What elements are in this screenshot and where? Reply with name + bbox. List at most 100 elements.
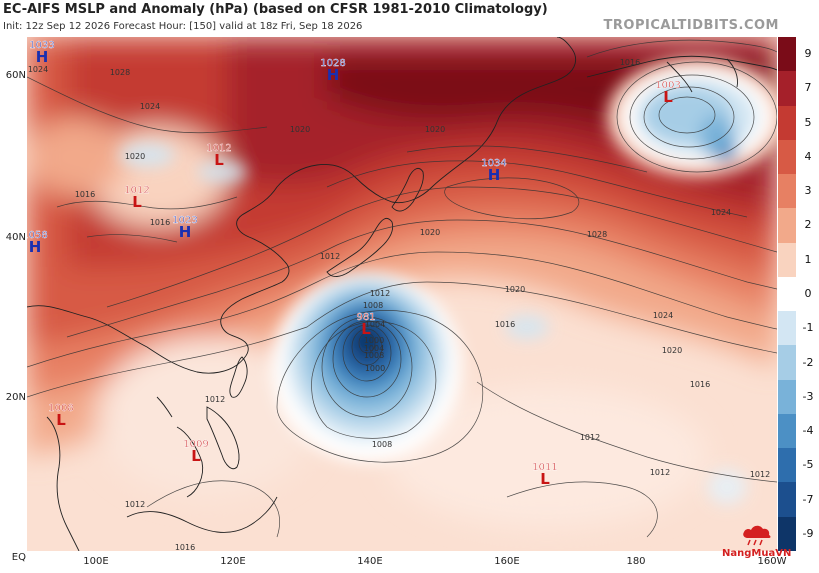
colorbar-swatch [778, 311, 796, 346]
colorbar-tick-label: 7 [804, 81, 812, 95]
colorbar-swatch [778, 37, 796, 72]
colorbar-tick-label: -9 [802, 526, 814, 540]
isobar-label: 1020 [420, 228, 440, 237]
isobar-label: 1028 [587, 230, 607, 239]
lon-label-180: 180 [626, 556, 646, 567]
pressure-letter: L [191, 447, 201, 465]
colorbar-tick-label: 0 [804, 287, 812, 300]
pressure-value: 1008 [48, 403, 73, 414]
isobar-label: 1024 [28, 65, 48, 74]
isobar-label: 1012 [650, 468, 670, 477]
pressure-centers: 1033H1028H1012L1012L1023H1034H1003L1058H… [27, 40, 681, 488]
pressure-letter: H [488, 166, 501, 184]
nangmua-logo [743, 525, 771, 546]
colorbar-swatch [778, 345, 796, 381]
isobar-label: 1020 [425, 125, 445, 134]
isobar-label: 1012 [370, 289, 390, 298]
pressure-value: 1058 [27, 230, 48, 241]
pressure-letter: L [132, 193, 142, 211]
colorbar-tick-label: -7 [802, 492, 814, 506]
pressure-value: 1023 [172, 215, 197, 226]
isobar-label: 1016 [150, 218, 170, 227]
colorbar-swatch [778, 448, 796, 483]
colorbar-tick-label: 9 [804, 47, 812, 61]
isobar-label: 1012 [750, 470, 770, 479]
isobar-label: 1000 [364, 336, 384, 345]
colorbar-swatch [778, 276, 796, 312]
lat-label-eq: EQ [11, 552, 26, 563]
pressure-value: 1012 [206, 143, 231, 154]
isobar-label: 1012 [125, 500, 145, 509]
isobar-label: 1000 [365, 364, 385, 373]
colorbar-swatch [778, 516, 796, 552]
isobar-label: 1020 [662, 346, 682, 355]
pressure-value: 1034 [481, 158, 506, 169]
pressure-letter: H [29, 238, 42, 256]
isobar-label: 1004 [365, 320, 385, 329]
colorbar-tick-label: -3 [802, 389, 814, 403]
anomaly-colorbar [778, 37, 796, 552]
colorbar-tick-label: -5 [802, 458, 814, 472]
isobar-label: 1012 [580, 433, 600, 442]
colorbar-tick-label: -1 [802, 321, 814, 335]
colorbar-swatch [778, 413, 796, 449]
pressure-letter: H [327, 66, 340, 84]
isobar-label: 1020 [290, 125, 310, 134]
isobar-label: 1024 [653, 311, 673, 320]
brand-watermark: TROPICALTIDBITS.COM [603, 18, 779, 33]
isobar-label: 1020 [505, 285, 525, 294]
lon-label-160e: 160E [494, 556, 520, 567]
colorbar-tick-label: 1 [804, 252, 812, 266]
pressure-letter: L [361, 320, 371, 338]
isobar-label: 1020 [125, 152, 145, 161]
pressure-value: 1012 [124, 185, 149, 196]
pressure-letter: L [214, 151, 224, 169]
lon-label-120e: 120E [220, 556, 246, 567]
colorbar-swatch [778, 379, 796, 415]
pressure-value: 1028 [320, 58, 345, 69]
pressure-value: 1011 [532, 462, 557, 473]
colorbar-tick-label: -2 [802, 355, 814, 369]
pressure-letter: H [36, 48, 49, 66]
isobar-label: 1012 [205, 395, 225, 404]
isobar-label: 1024 [711, 208, 731, 217]
isobar-label: 1008 [372, 440, 392, 449]
isobar-label: 1028 [110, 68, 130, 77]
isobar-label: 1016 [620, 58, 640, 67]
nangmua-watermark: NangMuaVN [722, 548, 792, 559]
lat-label-40n: 40N [5, 232, 26, 243]
lat-label-20n: 20N [5, 392, 26, 403]
isobar-label: 1016 [75, 190, 95, 199]
isobar-label: 1008 [363, 301, 383, 310]
map-subtitle: Init: 12z Sep 12 2026 Forecast Hour: [15… [3, 21, 363, 32]
isobar-label: 1012 [320, 252, 340, 261]
colorbar-swatch [778, 174, 796, 209]
isobar-label: 1016 [495, 320, 515, 329]
isobar-label: 1024 [140, 102, 160, 111]
colorbar-tick-label: 3 [804, 184, 812, 198]
colorbar-swatch [778, 105, 796, 141]
mslp-anomaly-map: 1033H1028H1012L1012L1023H1034H1003L1058H… [27, 37, 777, 551]
isobar-label: 1016 [175, 543, 195, 551]
pressure-value: 981 [356, 312, 375, 323]
isobar-label: 1004 [364, 344, 384, 353]
isobar-label: 1016 [690, 380, 710, 389]
high-pressure-center: 1058H [27, 230, 48, 256]
isobar-label: 1008 [364, 351, 384, 360]
pressure-value: 1033 [29, 40, 54, 51]
pressure-letter: L [663, 88, 673, 106]
pressure-value: 1003 [655, 80, 680, 91]
lat-label-60n: 60N [5, 70, 26, 81]
pressure-letter: L [56, 411, 66, 429]
colorbar-swatch [778, 71, 796, 107]
pressure-letter: L [540, 470, 550, 488]
colorbar-tick-label: 5 [804, 115, 812, 129]
colorbar-swatch [778, 208, 796, 244]
colorbar-swatch [778, 139, 796, 175]
